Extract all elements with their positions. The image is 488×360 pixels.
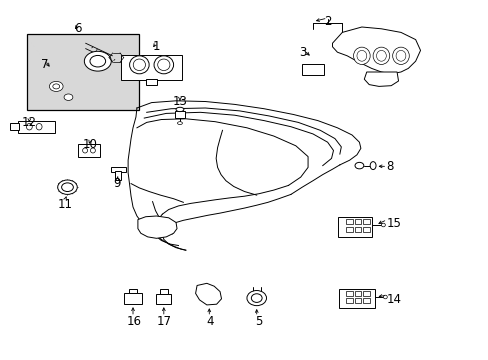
Text: 4: 4 <box>206 315 214 328</box>
Polygon shape <box>332 27 420 74</box>
Ellipse shape <box>129 56 149 74</box>
Bar <box>354 219 361 224</box>
Bar <box>124 293 142 304</box>
Bar <box>121 55 182 80</box>
Ellipse shape <box>53 84 60 89</box>
Bar <box>345 227 352 232</box>
Text: 16: 16 <box>127 315 142 328</box>
Bar <box>339 289 374 308</box>
Ellipse shape <box>36 123 42 130</box>
Bar <box>345 219 352 224</box>
Text: 15: 15 <box>386 217 400 230</box>
Text: 9: 9 <box>113 177 121 190</box>
Bar <box>18 121 55 133</box>
Bar <box>10 123 19 130</box>
Text: 7: 7 <box>41 58 49 71</box>
Ellipse shape <box>82 148 87 153</box>
Ellipse shape <box>392 47 408 64</box>
Ellipse shape <box>90 55 105 67</box>
Bar <box>354 227 361 232</box>
Polygon shape <box>138 216 177 238</box>
Bar <box>111 167 125 172</box>
Text: 17: 17 <box>156 315 171 328</box>
Bar <box>156 294 171 304</box>
Bar <box>363 298 369 303</box>
Text: 6: 6 <box>74 22 82 35</box>
Bar <box>302 64 323 75</box>
Ellipse shape <box>176 107 183 112</box>
Ellipse shape <box>58 180 77 194</box>
Ellipse shape <box>61 183 73 192</box>
Text: 1: 1 <box>152 40 160 53</box>
Bar <box>27 34 139 110</box>
Text: 14: 14 <box>386 293 401 306</box>
Ellipse shape <box>383 295 386 299</box>
Ellipse shape <box>372 47 389 64</box>
Text: 11: 11 <box>58 198 72 211</box>
Text: 2: 2 <box>323 15 331 28</box>
Bar <box>129 289 137 293</box>
Bar <box>363 227 369 232</box>
Bar <box>115 171 121 180</box>
Bar <box>345 291 352 296</box>
Bar <box>338 217 371 237</box>
Text: 10: 10 <box>83 138 98 150</box>
Bar <box>175 111 184 118</box>
Ellipse shape <box>64 94 73 100</box>
Ellipse shape <box>133 59 145 71</box>
Polygon shape <box>364 72 398 86</box>
Ellipse shape <box>49 81 63 91</box>
Ellipse shape <box>246 291 266 306</box>
Ellipse shape <box>26 123 32 130</box>
Bar <box>363 219 369 224</box>
Text: 3: 3 <box>299 46 306 59</box>
Ellipse shape <box>251 294 262 302</box>
Bar <box>160 289 167 294</box>
Ellipse shape <box>84 51 111 71</box>
Ellipse shape <box>90 148 95 153</box>
Ellipse shape <box>369 162 375 170</box>
Ellipse shape <box>376 50 386 61</box>
Bar <box>78 144 100 157</box>
Ellipse shape <box>354 162 363 169</box>
Ellipse shape <box>157 59 170 71</box>
Ellipse shape <box>381 223 385 227</box>
Bar <box>354 291 361 296</box>
Polygon shape <box>195 283 221 305</box>
Bar <box>145 79 157 85</box>
Ellipse shape <box>177 122 182 125</box>
Text: 13: 13 <box>172 95 187 108</box>
Ellipse shape <box>154 56 173 74</box>
Ellipse shape <box>395 50 405 61</box>
Ellipse shape <box>353 47 369 64</box>
Bar <box>363 291 369 296</box>
Bar <box>345 298 352 303</box>
Bar <box>354 298 361 303</box>
Text: 8: 8 <box>386 160 393 173</box>
Ellipse shape <box>356 50 366 61</box>
Text: 12: 12 <box>22 116 37 129</box>
Text: 5: 5 <box>255 315 263 328</box>
